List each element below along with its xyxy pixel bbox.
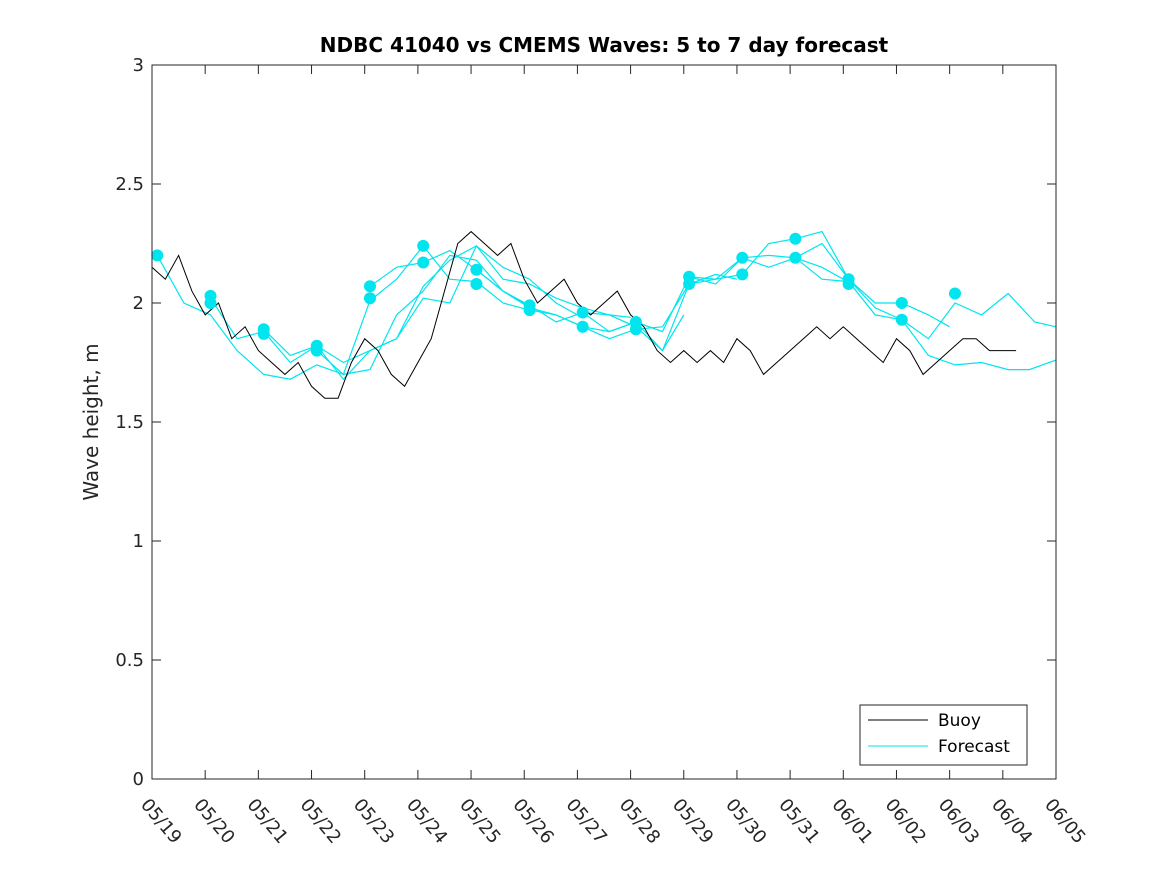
- forecast-marker: [576, 306, 589, 319]
- x-tick-label: 06/04: [987, 795, 1036, 848]
- forecast-line-4: [369, 249, 738, 340]
- y-tick-label: 3: [133, 55, 144, 76]
- chart-title: NDBC 41040 vs CMEMS Waves: 5 to 7 day fo…: [320, 33, 889, 57]
- series-layer: [151, 230, 1057, 399]
- forecast-line-6: [582, 230, 950, 352]
- x-tick-label: 05/21: [243, 795, 292, 848]
- forecast-line-2: [263, 245, 631, 364]
- legend-buoy-label: Buoy: [938, 711, 981, 731]
- forecast-marker: [470, 278, 483, 290]
- plot-area: [152, 65, 1056, 779]
- x-tick-label: 05/25: [455, 795, 504, 848]
- x-tick-label: 06/05: [1040, 795, 1089, 848]
- forecast-marker: [151, 249, 164, 262]
- x-tick-label: 05/19: [136, 795, 185, 848]
- forecast-marker: [895, 297, 908, 309]
- y-tick-label: 2: [133, 293, 144, 314]
- y-tick-label: 1: [133, 531, 144, 552]
- y-tick-label: 0.5: [115, 650, 144, 671]
- legend-box: [859, 704, 1028, 766]
- x-tick-label: 05/22: [296, 795, 345, 848]
- forecast-marker: [842, 278, 855, 290]
- forecast-marker: [895, 313, 908, 326]
- x-tick-label: 05/31: [774, 795, 823, 848]
- x-tick-label: 05/29: [668, 795, 717, 848]
- x-tick-label: 05/26: [508, 795, 557, 848]
- x-tick-label: 05/28: [615, 795, 664, 848]
- forecast-marker: [364, 292, 376, 305]
- x-tick-label: 05/27: [562, 795, 611, 848]
- legend: Buoy Forecast: [859, 704, 1028, 766]
- x-tick-label: 05/20: [189, 795, 238, 848]
- forecast-marker: [417, 239, 430, 252]
- legend-forecast-label: Forecast: [938, 737, 1010, 757]
- forecast-line-7: [688, 242, 1057, 371]
- forecast-marker: [683, 278, 696, 290]
- x-tick-label: 05/24: [402, 795, 451, 848]
- forecast-marker: [629, 323, 642, 336]
- forecast-line-5: [476, 254, 844, 333]
- x-tick-label: 06/02: [881, 795, 930, 848]
- forecast-marker: [310, 344, 323, 357]
- forecast-marker: [949, 287, 961, 300]
- x-tick-label: 06/03: [934, 795, 983, 848]
- forecast-marker: [470, 263, 483, 276]
- forecast-marker: [789, 251, 802, 264]
- forecast-marker: [523, 304, 536, 317]
- forecast-line-8: [795, 257, 1057, 340]
- x-tick-label: 06/01: [827, 795, 876, 848]
- forecast-marker: [576, 320, 589, 333]
- y-tick-label: 1.5: [115, 412, 144, 433]
- forecast-marker: [736, 251, 749, 264]
- forecast-marker: [204, 297, 217, 309]
- y-axis-label: Wave height, m: [79, 343, 103, 500]
- y-tick-label: 2.5: [115, 174, 144, 195]
- y-tick-label: 0: [133, 769, 144, 790]
- x-tick-label: 05/30: [721, 795, 770, 848]
- forecast-marker: [364, 280, 376, 293]
- x-tick-label: 05/23: [349, 795, 398, 848]
- forecast-marker: [257, 327, 270, 340]
- forecast-marker: [789, 232, 802, 245]
- forecast-marker: [736, 268, 749, 281]
- forecast-marker: [417, 256, 430, 269]
